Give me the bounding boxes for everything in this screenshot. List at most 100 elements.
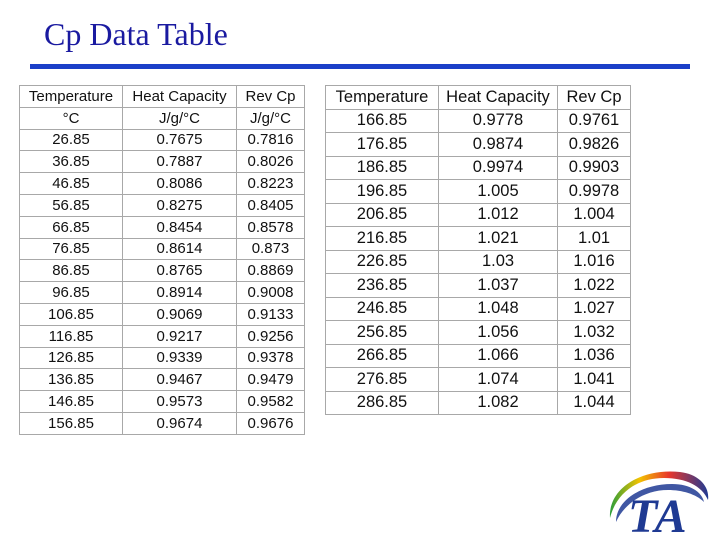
cell-rev-cp: 0.9008 <box>236 281 305 304</box>
cell-temperature: 26.85 <box>19 128 123 152</box>
header-row: Temperature Heat Capacity Rev Cp <box>19 85 305 108</box>
table-row: 96.85 0.8914 0.9008 <box>19 281 305 304</box>
cell-temperature: 216.85 <box>325 226 439 251</box>
table-row: 276.85 1.074 1.041 <box>325 367 631 392</box>
table-row: 146.85 0.9573 0.9582 <box>19 390 305 413</box>
header-rev-cp: Rev Cp <box>557 85 631 110</box>
table-row: 236.85 1.037 1.022 <box>325 273 631 298</box>
cell-rev-cp: 1.027 <box>557 296 631 321</box>
cell-rev-cp: 0.8405 <box>236 193 305 217</box>
cell-temperature: 226.85 <box>325 249 439 274</box>
cell-rev-cp: 1.01 <box>557 226 631 251</box>
cell-temperature: 136.85 <box>19 368 123 392</box>
cell-temperature: 46.85 <box>19 172 123 195</box>
cell-temperature: 106.85 <box>19 302 123 326</box>
cell-heat-capacity: 0.7675 <box>122 128 237 152</box>
cell-temperature: 86.85 <box>19 259 123 283</box>
cell-rev-cp: 0.7816 <box>236 128 305 152</box>
header-temperature: Temperature <box>19 85 123 108</box>
cell-rev-cp: 1.022 <box>557 273 631 298</box>
table-row: 226.85 1.03 1.016 <box>325 249 631 274</box>
title-divider <box>30 64 690 69</box>
cell-temperature: 96.85 <box>19 281 123 304</box>
cell-rev-cp: 0.8869 <box>236 259 305 283</box>
cell-temperature: 256.85 <box>325 320 439 345</box>
cell-heat-capacity: 0.8614 <box>122 237 237 261</box>
table-row: 186.85 0.9974 0.9903 <box>325 155 631 180</box>
cell-heat-capacity: 0.8914 <box>122 281 237 304</box>
table-row: 36.85 0.7887 0.8026 <box>19 150 305 174</box>
header-rev-cp: Rev Cp <box>236 85 305 108</box>
cell-rev-cp: 1.004 <box>557 202 631 227</box>
table-row: 106.85 0.9069 0.9133 <box>19 302 305 326</box>
cell-heat-capacity: 1.082 <box>438 390 558 415</box>
cell-temperature: 236.85 <box>325 273 439 298</box>
table-row: 286.85 1.082 1.044 <box>325 390 631 415</box>
unit-rev-cp: J/g/°C <box>236 106 305 130</box>
cell-heat-capacity: 0.9467 <box>122 368 237 392</box>
header-row: Temperature Heat Capacity Rev Cp <box>325 85 631 110</box>
cell-rev-cp: 0.9903 <box>557 155 631 180</box>
cell-rev-cp: 1.036 <box>557 343 631 368</box>
cell-heat-capacity: 0.9217 <box>122 324 237 348</box>
cell-heat-capacity: 0.9874 <box>438 132 558 157</box>
cell-rev-cp: 1.016 <box>557 249 631 274</box>
cell-rev-cp: 0.8026 <box>236 150 305 174</box>
cell-heat-capacity: 0.9573 <box>122 390 237 413</box>
table-row: 176.85 0.9874 0.9826 <box>325 132 631 157</box>
table-row: 56.85 0.8275 0.8405 <box>19 193 305 217</box>
ta-instruments-logo-icon: TA <box>609 471 709 536</box>
cell-temperature: 76.85 <box>19 237 123 261</box>
cell-heat-capacity: 1.012 <box>438 202 558 227</box>
table-row: 246.85 1.048 1.027 <box>325 296 631 321</box>
cell-temperature: 116.85 <box>19 324 123 348</box>
cell-heat-capacity: 0.8454 <box>122 215 237 239</box>
units-row: °C J/g/°C J/g/°C <box>19 106 305 130</box>
cell-temperature: 126.85 <box>19 346 123 370</box>
cell-heat-capacity: 0.9339 <box>122 346 237 370</box>
table-row: 26.85 0.7675 0.7816 <box>19 128 305 152</box>
cell-rev-cp: 0.9978 <box>557 179 631 204</box>
cell-heat-capacity: 0.7887 <box>122 150 237 174</box>
cell-heat-capacity: 0.8765 <box>122 259 237 283</box>
cell-temperature: 186.85 <box>325 155 439 180</box>
header-heat-capacity: Heat Capacity <box>438 85 558 110</box>
cell-temperature: 286.85 <box>325 390 439 415</box>
cell-heat-capacity: 1.066 <box>438 343 558 368</box>
cell-temperature: 156.85 <box>19 411 123 435</box>
cell-temperature: 146.85 <box>19 390 123 413</box>
cell-rev-cp: 1.044 <box>557 390 631 415</box>
cell-temperature: 56.85 <box>19 193 123 217</box>
table-row: 66.85 0.8454 0.8578 <box>19 215 305 239</box>
table-row: 206.85 1.012 1.004 <box>325 202 631 227</box>
table-row: 126.85 0.9339 0.9378 <box>19 346 305 370</box>
cell-heat-capacity: 0.9069 <box>122 302 237 326</box>
cell-rev-cp: 0.9133 <box>236 302 305 326</box>
cell-rev-cp: 0.9826 <box>557 132 631 157</box>
cell-heat-capacity: 1.021 <box>438 226 558 251</box>
table-row: 256.85 1.056 1.032 <box>325 320 631 345</box>
cell-rev-cp: 0.9256 <box>236 324 305 348</box>
table-row: 86.85 0.8765 0.8869 <box>19 259 305 283</box>
cell-temperature: 36.85 <box>19 150 123 174</box>
cell-rev-cp: 0.9582 <box>236 390 305 413</box>
table-row: 196.85 1.005 0.9978 <box>325 179 631 204</box>
cell-rev-cp: 0.8578 <box>236 215 305 239</box>
cell-heat-capacity: 0.9778 <box>438 108 558 133</box>
cell-heat-capacity: 1.048 <box>438 296 558 321</box>
table-body-left: 26.85 0.7675 0.7816 36.85 0.7887 0.8026 46.85 0… <box>19 128 305 435</box>
unit-temperature: °C <box>19 106 123 130</box>
cell-heat-capacity: 1.056 <box>438 320 558 345</box>
page-title: Cp Data Table <box>44 16 228 52</box>
cell-rev-cp: 0.873 <box>236 237 305 261</box>
table-row: 46.85 0.8086 0.8223 <box>19 172 305 195</box>
unit-heat-capacity: J/g/°C <box>122 106 237 130</box>
cell-rev-cp: 1.032 <box>557 320 631 345</box>
cell-temperature: 246.85 <box>325 296 439 321</box>
cell-rev-cp: 0.9676 <box>236 411 305 435</box>
cell-heat-capacity: 1.03 <box>438 249 558 274</box>
cell-heat-capacity: 0.9674 <box>122 411 237 435</box>
cell-rev-cp: 1.041 <box>557 367 631 392</box>
table-row: 136.85 0.9467 0.9479 <box>19 368 305 392</box>
cell-temperature: 276.85 <box>325 367 439 392</box>
